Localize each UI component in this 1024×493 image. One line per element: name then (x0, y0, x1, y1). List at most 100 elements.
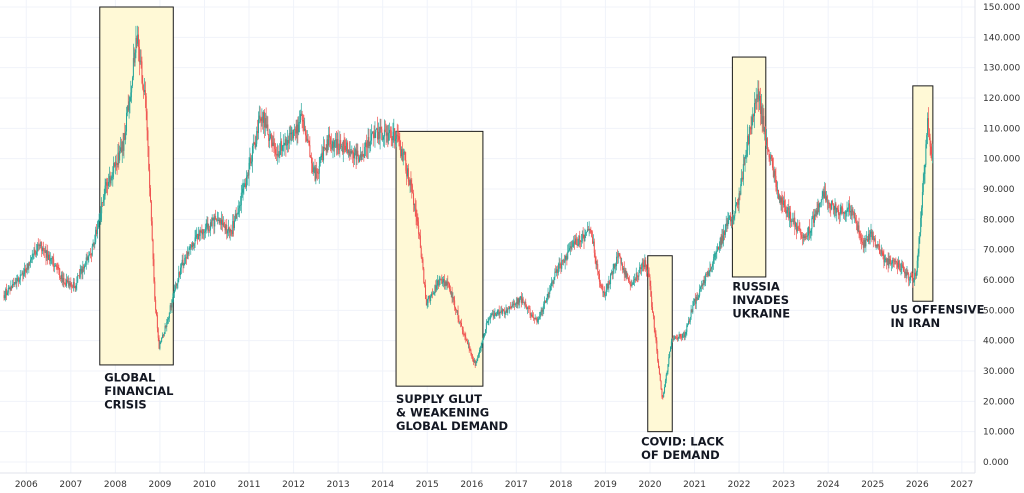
candle-body (608, 281, 610, 289)
candle-body (807, 235, 809, 237)
candle-body (472, 359, 474, 363)
candle-body (215, 219, 217, 221)
candle-body (15, 282, 17, 284)
annotation-label: COVID: LACK (641, 434, 725, 448)
candle-body (795, 222, 797, 232)
candle-body (112, 173, 114, 177)
candle-body (921, 191, 923, 208)
x-tick-label: 2026 (906, 480, 929, 490)
candle-body (175, 285, 177, 287)
candle-body (891, 259, 893, 264)
candle-body (278, 154, 280, 156)
candle-body (63, 277, 65, 283)
candle-body (745, 155, 747, 157)
candle-body (855, 217, 857, 222)
candle-body (728, 217, 730, 221)
candle-body (595, 256, 597, 265)
candle-body (256, 130, 258, 144)
candle-body (613, 263, 615, 268)
candle-body (805, 236, 807, 237)
candle-body (98, 220, 100, 223)
candle-body (830, 206, 832, 210)
candle-body (97, 222, 99, 228)
candle-body (755, 98, 757, 104)
candle-body (833, 209, 835, 211)
candle-body (548, 293, 550, 294)
candle-body (461, 326, 463, 330)
candle-body (609, 281, 611, 285)
candle-body (662, 397, 664, 398)
candle-body (28, 262, 30, 269)
candle-body (837, 209, 839, 215)
candle-body (83, 266, 85, 269)
candle-body (561, 260, 563, 269)
candle-body (710, 268, 712, 270)
candle-body (580, 241, 582, 243)
candle-body (861, 237, 863, 242)
candle-body (316, 168, 318, 172)
x-tick-label: 2022 (728, 480, 751, 490)
candle-body (249, 157, 251, 163)
candle-body (326, 139, 328, 152)
candle-body (118, 152, 120, 161)
candle-body (544, 300, 546, 303)
candle-body (397, 135, 399, 137)
y-tick-label: 0.000 (983, 458, 1009, 468)
candle-body (439, 278, 441, 280)
candle-body (294, 129, 296, 131)
candle-body (347, 149, 349, 154)
candle-body (676, 337, 678, 339)
candle-body (72, 286, 74, 288)
candle-body (886, 258, 888, 263)
candle-body (368, 137, 370, 146)
candle-body (81, 268, 83, 273)
candle-body (734, 213, 736, 217)
candle-body (309, 145, 311, 158)
candle-body (80, 268, 82, 272)
candle-body (308, 140, 310, 146)
candle-body (783, 200, 785, 205)
candle-body (858, 225, 860, 235)
candle-body (581, 233, 583, 242)
candle-body (26, 263, 28, 273)
candle-body (600, 284, 602, 287)
candle-body (879, 245, 881, 254)
candle-body (658, 368, 660, 374)
candle-body (218, 219, 220, 223)
candle-body (596, 264, 598, 265)
candle-body (38, 245, 40, 246)
candle-body (674, 336, 676, 340)
candle-body (431, 293, 433, 297)
candle-body (466, 339, 468, 341)
candle-body (519, 297, 521, 303)
candle-body (775, 175, 777, 187)
candle-body (840, 207, 842, 214)
candle-body (284, 139, 286, 146)
candle-body (627, 274, 629, 278)
x-tick-label: 2018 (549, 480, 572, 490)
candle-body (448, 282, 450, 284)
candle-body (772, 167, 774, 178)
candle-body (484, 329, 486, 334)
candle-body (92, 243, 94, 247)
candle-body (192, 242, 194, 247)
candle-body (233, 220, 235, 229)
candle-body (535, 318, 537, 319)
candle-body (702, 279, 704, 287)
candle-body (646, 269, 648, 271)
candle-body (113, 163, 115, 174)
candle-body (91, 246, 93, 256)
candle-body (522, 298, 524, 303)
candle-body (89, 253, 91, 256)
candle-body (434, 285, 436, 294)
candle-body (843, 212, 845, 214)
candle-body (782, 204, 784, 205)
candle-body (806, 236, 808, 237)
candle-body (190, 244, 192, 248)
candle-body (468, 343, 470, 350)
candle-body (53, 259, 55, 267)
candle-body (706, 274, 708, 275)
candle-body (616, 256, 618, 258)
candle-body (834, 203, 836, 210)
candle-body (264, 118, 266, 128)
